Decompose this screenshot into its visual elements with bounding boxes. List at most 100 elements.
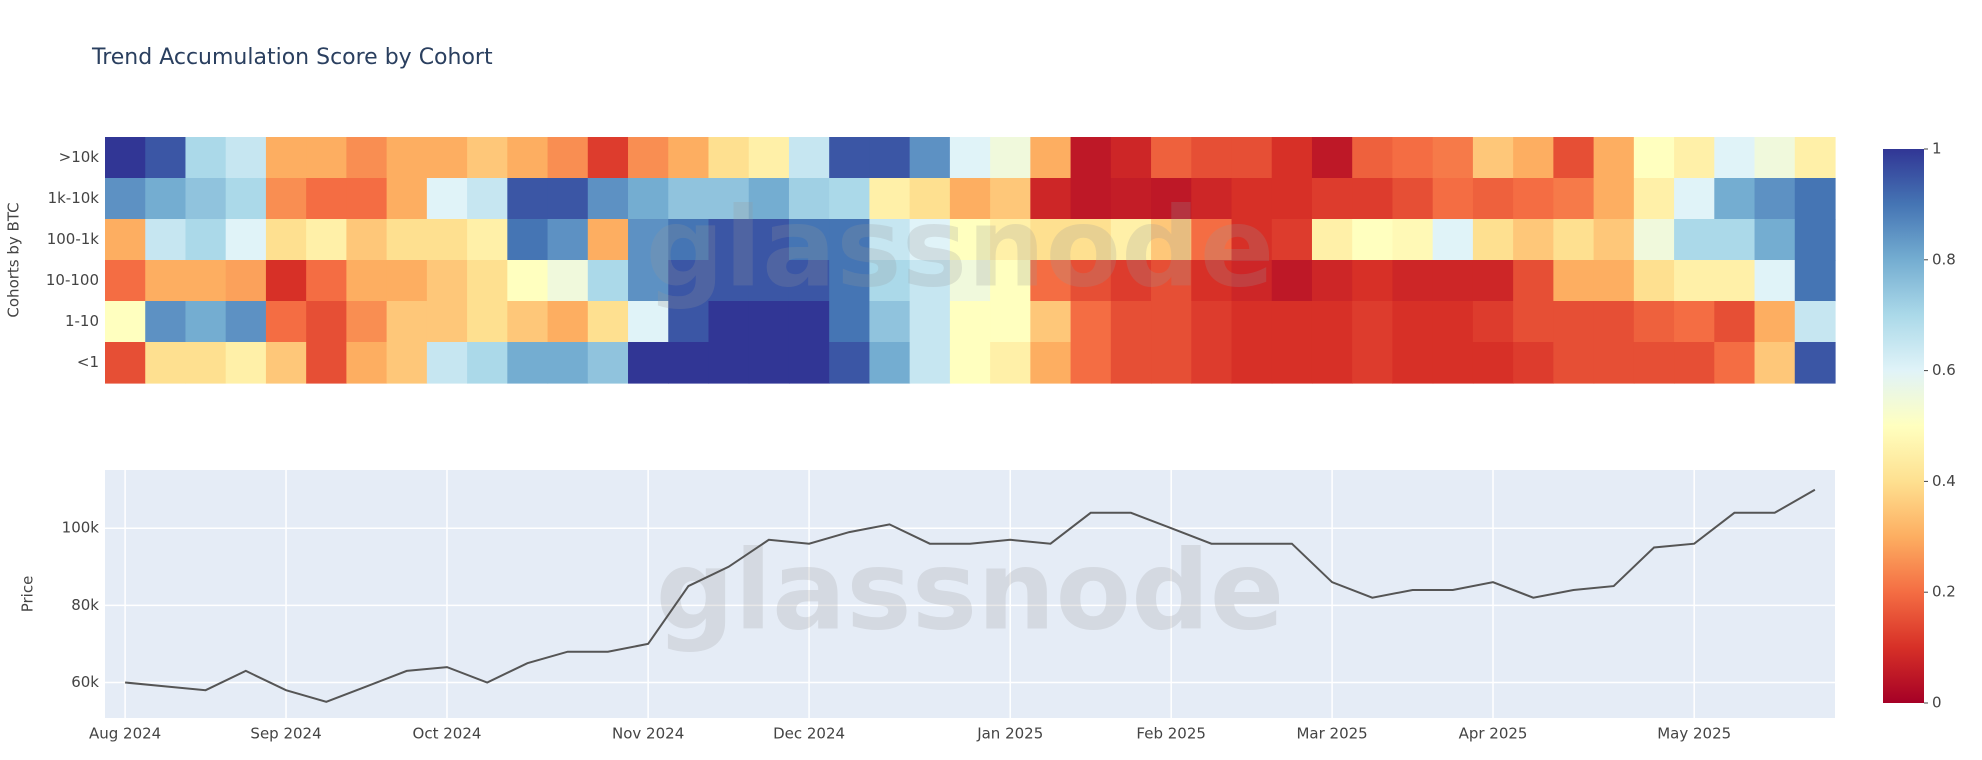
heat-cell xyxy=(748,137,790,179)
colorbar-tick-label: 0.2 xyxy=(1932,583,1956,601)
heat-cell xyxy=(1392,260,1434,302)
heat-cell xyxy=(949,260,991,302)
heat-cell xyxy=(1352,219,1394,261)
heat-cell xyxy=(1593,342,1635,384)
heat-cell xyxy=(909,219,951,261)
x-tick-label: May 2025 xyxy=(1657,725,1731,743)
heat-cell xyxy=(1070,219,1112,261)
heat-cell xyxy=(1231,178,1273,220)
heat-cell xyxy=(346,137,388,179)
heat-cell xyxy=(628,178,669,220)
heat-cell xyxy=(1593,260,1635,302)
heat-cell xyxy=(587,219,629,261)
heat-cell xyxy=(1151,219,1192,261)
heat-cell xyxy=(668,178,710,220)
heat-cell xyxy=(346,178,388,220)
watermark: glassnode xyxy=(646,183,1275,311)
heat-cell xyxy=(507,137,549,179)
heat-cell xyxy=(1553,260,1595,302)
heat-cell xyxy=(668,137,710,179)
colorbar-tick-label: 1 xyxy=(1932,140,1942,158)
heat-cell xyxy=(1392,301,1434,343)
heat-cell xyxy=(507,342,549,384)
heat-cell xyxy=(1271,301,1313,343)
heat-cell xyxy=(265,137,307,179)
heat-cell xyxy=(1593,178,1635,220)
heat-cell xyxy=(628,301,669,343)
heat-cell xyxy=(1553,178,1595,220)
heat-cell xyxy=(185,342,227,384)
heat-cell xyxy=(467,260,508,302)
heat-cell xyxy=(1231,260,1273,302)
watermark: glassnode xyxy=(656,526,1285,654)
heat-cell xyxy=(105,342,146,384)
heat-cell xyxy=(1110,260,1152,302)
y-tick-label: <1 xyxy=(77,353,99,371)
heat-cell xyxy=(1311,301,1353,343)
heat-cell xyxy=(265,342,307,384)
heat-cell xyxy=(225,260,267,302)
heat-cell xyxy=(1271,219,1313,261)
heat-cell xyxy=(1553,137,1595,179)
heat-cell xyxy=(185,178,227,220)
heat-cell xyxy=(426,178,468,220)
heat-cell xyxy=(1070,301,1112,343)
heat-cell xyxy=(547,301,589,343)
heat-cell xyxy=(1794,342,1836,384)
heat-cell xyxy=(788,301,830,343)
heat-cell xyxy=(386,260,428,302)
y-tick-label: 1k-10k xyxy=(48,189,100,207)
heat-cell xyxy=(1472,178,1514,220)
heat-cell xyxy=(668,301,710,343)
heat-cell xyxy=(1513,260,1554,302)
heat-cell xyxy=(1352,301,1394,343)
heat-cell xyxy=(1070,260,1112,302)
x-tick-label: Nov 2024 xyxy=(612,725,684,743)
heat-cell xyxy=(587,178,629,220)
heat-cell xyxy=(1553,342,1595,384)
heat-cell xyxy=(1754,301,1796,343)
heat-cell xyxy=(909,137,951,179)
heat-cell xyxy=(1513,178,1554,220)
heat-cell xyxy=(748,301,790,343)
heat-cell xyxy=(1674,342,1715,384)
heat-cell xyxy=(1271,137,1313,179)
heat-cell xyxy=(788,260,830,302)
heat-cell xyxy=(1432,342,1474,384)
heat-cell xyxy=(1271,178,1313,220)
heat-cell xyxy=(1472,342,1514,384)
x-tick-label: Apr 2025 xyxy=(1459,725,1528,743)
heat-cell xyxy=(185,219,227,261)
heat-cell xyxy=(869,219,911,261)
heat-cell xyxy=(507,219,549,261)
y-axis-label: Price xyxy=(19,576,37,613)
heat-cell xyxy=(1432,178,1474,220)
heat-cell xyxy=(265,178,307,220)
heat-cell xyxy=(1472,137,1514,179)
heat-cell xyxy=(1593,219,1635,261)
heat-cell xyxy=(1151,342,1192,384)
heat-cell xyxy=(1231,137,1273,179)
y-tick-label: 60k xyxy=(71,673,99,691)
heat-cell xyxy=(1392,178,1434,220)
heat-cell xyxy=(467,301,508,343)
x-tick-label: Mar 2025 xyxy=(1296,725,1367,743)
heat-cell xyxy=(1191,301,1233,343)
heat-cell xyxy=(1553,301,1595,343)
heat-cell xyxy=(346,342,388,384)
heat-cell xyxy=(829,260,871,302)
heat-cell xyxy=(1392,219,1434,261)
heat-cell xyxy=(1794,301,1836,343)
y-tick-label: 80k xyxy=(71,596,99,614)
heat-cell xyxy=(587,301,629,343)
heat-cell xyxy=(547,342,589,384)
heat-cell xyxy=(547,178,589,220)
heat-cell xyxy=(949,301,991,343)
x-tick-label: Sep 2024 xyxy=(250,725,321,743)
heat-cell xyxy=(1794,137,1836,179)
heat-cell xyxy=(386,301,428,343)
heat-cell xyxy=(869,301,911,343)
heat-cell xyxy=(1352,137,1394,179)
heat-cell xyxy=(426,219,468,261)
